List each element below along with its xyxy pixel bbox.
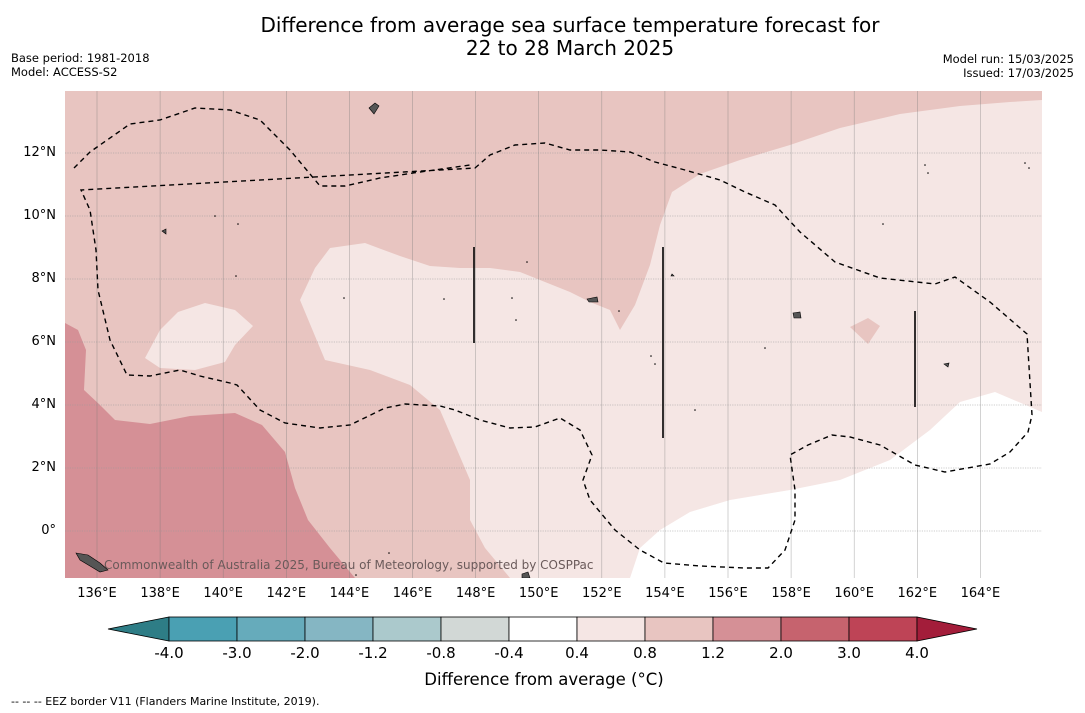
model-run-text: Model run: 15/03/2025 [942, 52, 1074, 66]
anomaly-band-0.8-1.2-blob [850, 318, 880, 344]
colorbar-label-text: Difference from average (°C) [424, 670, 664, 689]
colorbar-label: Difference from average (°C) [300, 670, 788, 689]
colorbar-bin [440, 616, 510, 642]
longitude-label: 150°E [518, 586, 559, 601]
title-line-1: Difference from average sea surface temp… [260, 13, 880, 37]
colorbar-tick-label: 4.0 [905, 644, 929, 662]
longitude-label: 138°E [140, 586, 180, 601]
latitude-label: 10°N [23, 208, 56, 223]
colorbar-bin [236, 616, 306, 642]
atoll-dots [214, 162, 1030, 576]
anomaly-band-neutral [630, 392, 1042, 578]
meridians [96, 91, 981, 578]
issued-text: Issued: 17/03/2025 [963, 66, 1074, 80]
base-period-text: Base period: 1981-2018 [11, 51, 150, 65]
colorbar-bin [712, 616, 782, 642]
longitude-label: 148°E [455, 586, 496, 601]
colorbar-tick-label: -2.0 [290, 644, 320, 662]
credit-text: Commonwealth of Australia 2025, Bureau o… [104, 558, 594, 572]
colorbar-tick-label: -0.4 [494, 644, 524, 662]
longitude-label: 160°E [834, 586, 874, 601]
graticule [65, 152, 1042, 532]
chart-title: Difference from average sea surface temp… [170, 14, 970, 60]
colorbar-tick-label: 0.4 [565, 644, 589, 662]
islands [75, 102, 950, 578]
boundary-lines [473, 247, 916, 438]
colorbar-tick-label: 1.2 [701, 644, 725, 662]
longitude-label: 144°E [329, 586, 370, 601]
colorbar-tick-label: -0.8 [426, 644, 456, 662]
longitude-label: 154°E [645, 586, 685, 601]
latitude-label: 8°N [31, 271, 57, 286]
colorbar-bin [168, 616, 238, 642]
longitude-label: 158°E [771, 586, 811, 601]
colorbar-bin [372, 616, 442, 642]
anomaly-band-1.2-2.0 [65, 323, 355, 578]
colorbar-tick-label: 3.0 [837, 644, 861, 662]
colorbar-tick-label: 0.8 [633, 644, 657, 662]
longitude-label: 136°E [77, 586, 117, 601]
colorbar-tick-label: -3.0 [222, 644, 252, 662]
latitude-label: 2°N [31, 460, 57, 475]
colorbar-tick-label: -4.0 [154, 644, 184, 662]
longitude-label: 164°E [960, 586, 1001, 601]
eez-border [73, 107, 1033, 569]
colorbar-bin [848, 616, 918, 642]
longitude-label: 142°E [266, 586, 307, 601]
latitude-label: 4°N [31, 397, 57, 412]
title-line-2: 22 to 28 March 2025 [465, 36, 675, 60]
colorbar-extend-low [107, 616, 170, 642]
colorbar [107, 616, 978, 642]
longitude-label: 152°E [582, 586, 622, 601]
longitude-label: 162°E [897, 586, 938, 601]
colorbar-bin [508, 616, 578, 642]
model-run-info: Model run: 15/03/2025 Issued: 17/03/2025 [943, 52, 1074, 80]
colorbar-bin [644, 616, 714, 642]
longitude-label: 146°E [392, 586, 433, 601]
latitude-label: 0° [41, 523, 56, 538]
colorbar-bin [304, 616, 374, 642]
anomaly-band-0.4-0.8-east [300, 100, 1042, 578]
latitude-label: 6°N [31, 334, 57, 349]
model-text: Model: ACCESS-S2 [11, 65, 118, 79]
colorbar-tick-label: 2.0 [769, 644, 793, 662]
anomaly-band-0.4-0.8-west [145, 303, 253, 370]
longitude-label: 156°E [708, 586, 748, 601]
colorbar-bin [780, 616, 850, 642]
eez-legend: -- -- -- EEZ border V11 (Flanders Marine… [11, 695, 320, 708]
longitude-label: 140°E [203, 586, 243, 601]
colorbar-extend-high [916, 616, 978, 642]
base-period-info: Base period: 1981-2018 Model: ACCESS-S2 [11, 51, 150, 79]
latitude-label: 12°N [23, 145, 56, 160]
colorbar-bin [576, 616, 646, 642]
colorbar-tick-label: -1.2 [358, 644, 388, 662]
